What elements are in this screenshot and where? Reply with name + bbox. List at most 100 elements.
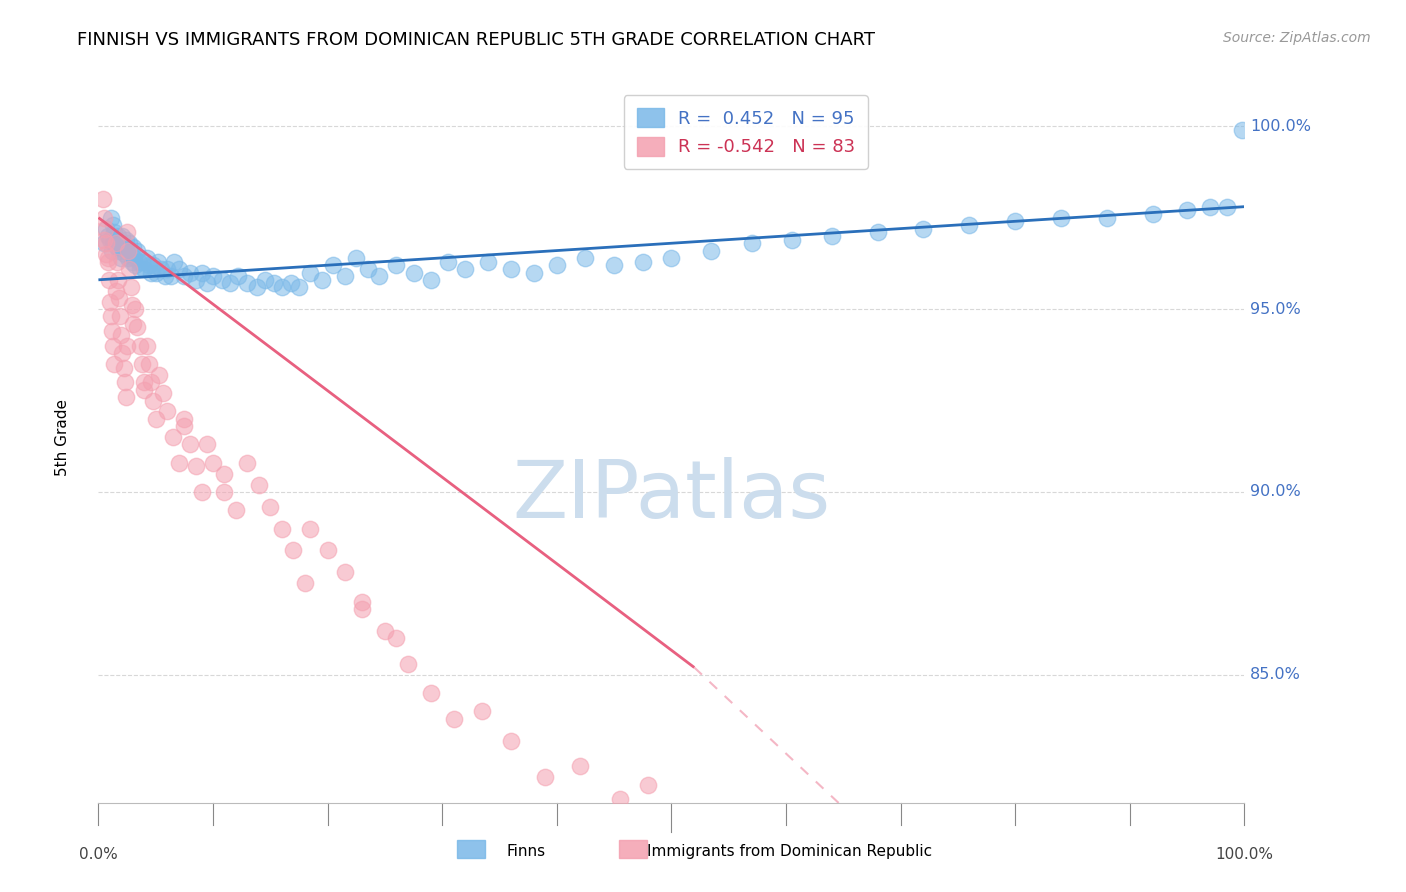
Point: [236, 456, 259, 470]
Point: [454, 261, 477, 276]
Point: [101, 244, 124, 258]
Point: [167, 456, 190, 470]
Point: [134, 261, 156, 276]
Point: [96, 247, 118, 261]
Point: [121, 317, 143, 331]
Point: [96, 221, 118, 235]
Text: Immigrants from Dominican Republic: Immigrants from Dominican Republic: [647, 845, 932, 859]
Point: [115, 390, 138, 404]
Point: [150, 261, 173, 276]
Point: [104, 284, 127, 298]
Point: [288, 280, 311, 294]
Point: [145, 411, 167, 425]
Point: [546, 258, 568, 272]
Point: [333, 269, 356, 284]
Text: FINNISH VS IMMIGRANTS FROM DOMINICAN REPUBLIC 5TH GRADE CORRELATION CHART: FINNISH VS IMMIGRANTS FROM DOMINICAN REP…: [77, 31, 876, 49]
Point: [108, 310, 131, 324]
Point: [103, 339, 125, 353]
Point: [219, 277, 242, 291]
Point: [93, 233, 115, 247]
Point: [104, 236, 127, 251]
Point: [637, 778, 659, 792]
Point: [385, 258, 408, 272]
Point: [214, 467, 236, 481]
Point: [190, 484, 212, 499]
Point: [211, 273, 233, 287]
Point: [108, 244, 131, 258]
Point: [1142, 207, 1164, 221]
Point: [115, 339, 138, 353]
Point: [97, 228, 120, 243]
Point: [523, 265, 546, 279]
Point: [105, 254, 128, 268]
Text: 90.0%: 90.0%: [1250, 484, 1301, 500]
Point: [111, 346, 134, 360]
Point: [866, 225, 889, 239]
Point: [259, 500, 281, 514]
Point: [162, 430, 184, 444]
Point: [118, 261, 141, 276]
Point: [322, 258, 344, 272]
Point: [135, 251, 157, 265]
Point: [245, 280, 267, 294]
Point: [108, 236, 131, 251]
Point: [299, 265, 322, 279]
Point: [131, 357, 153, 371]
Point: [226, 269, 249, 284]
Point: [821, 228, 844, 243]
Text: 85.0%: 85.0%: [1250, 667, 1301, 682]
Text: 0.0%: 0.0%: [79, 847, 118, 862]
Point: [94, 221, 117, 235]
Point: [419, 273, 441, 287]
Point: [131, 254, 153, 268]
Point: [1095, 211, 1118, 225]
Point: [225, 503, 247, 517]
Point: [103, 218, 125, 232]
Point: [202, 456, 225, 470]
Point: [350, 602, 373, 616]
Point: [163, 254, 186, 268]
Point: [98, 233, 121, 247]
Point: [443, 712, 465, 726]
Point: [184, 459, 207, 474]
Point: [1216, 200, 1239, 214]
Point: [152, 386, 174, 401]
Point: [138, 357, 160, 371]
Point: [120, 280, 142, 294]
Point: [146, 254, 169, 268]
Point: [117, 251, 139, 265]
Text: 100.0%: 100.0%: [1215, 847, 1274, 862]
Bar: [619, 840, 647, 858]
Point: [103, 236, 125, 251]
Point: [93, 236, 115, 251]
Point: [173, 411, 195, 425]
Point: [127, 320, 149, 334]
Point: [333, 566, 356, 580]
Point: [190, 265, 212, 279]
Point: [139, 375, 162, 389]
Point: [103, 225, 125, 239]
Point: [96, 236, 118, 251]
Point: [419, 686, 441, 700]
Text: 100.0%: 100.0%: [1250, 119, 1310, 134]
Point: [283, 543, 305, 558]
Point: [661, 251, 683, 265]
Point: [574, 251, 596, 265]
Point: [631, 254, 654, 268]
Point: [127, 244, 149, 258]
Point: [128, 254, 150, 268]
Point: [270, 280, 292, 294]
Point: [700, 244, 723, 258]
Point: [179, 265, 201, 279]
Point: [1050, 211, 1073, 225]
Point: [135, 339, 157, 353]
Point: [104, 233, 127, 247]
Point: [110, 327, 132, 342]
Point: [112, 360, 135, 375]
Point: [107, 228, 129, 243]
Point: [134, 375, 156, 389]
Point: [138, 258, 160, 272]
Point: [139, 265, 162, 279]
Point: [118, 236, 141, 251]
Point: [156, 404, 179, 418]
